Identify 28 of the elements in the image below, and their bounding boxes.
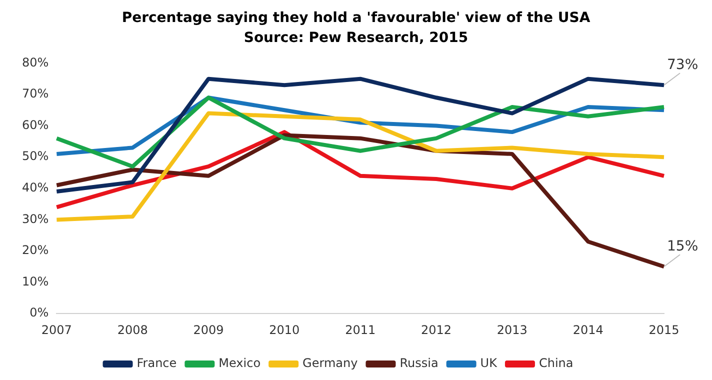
y-tick-label: 50%: [22, 149, 49, 164]
x-tick-label: 2009: [193, 322, 224, 337]
x-tick-label: 2015: [648, 322, 680, 337]
chart-subtitle: Source: Pew Research, 2015: [242, 29, 470, 48]
y-tick-label: 70%: [22, 86, 49, 101]
legend-label: Germany: [302, 356, 358, 370]
annotation: 15%: [667, 238, 698, 254]
y-tick-label: 80%: [22, 55, 49, 70]
x-tick-label: 2008: [117, 322, 148, 337]
chart-title: Percentage saying they hold a 'favourable' view of the USA: [120, 9, 592, 28]
legend-label: UK: [480, 356, 498, 370]
x-tick-label: 2011: [345, 322, 376, 337]
x-tick-label: 2014: [572, 322, 604, 337]
y-tick-label: 20%: [22, 243, 49, 258]
y-tick-label: 40%: [22, 180, 49, 195]
y-tick-label: 30%: [22, 212, 49, 226]
x-tick-label: 2012: [420, 322, 452, 337]
legend-label: France: [136, 356, 177, 370]
legend-label: Russia: [400, 356, 438, 370]
x-tick-label: 2013: [496, 322, 528, 337]
y-tick-label: 60%: [22, 118, 49, 132]
x-tick-label: 2010: [269, 322, 300, 337]
x-tick-label: 2007: [41, 322, 72, 337]
legend-label: Mexico: [218, 356, 261, 370]
annotation: 73%: [667, 56, 698, 73]
legend-label: China: [538, 356, 574, 370]
y-tick-label: 10%: [22, 274, 49, 288]
y-tick-label: 0%: [30, 306, 49, 320]
